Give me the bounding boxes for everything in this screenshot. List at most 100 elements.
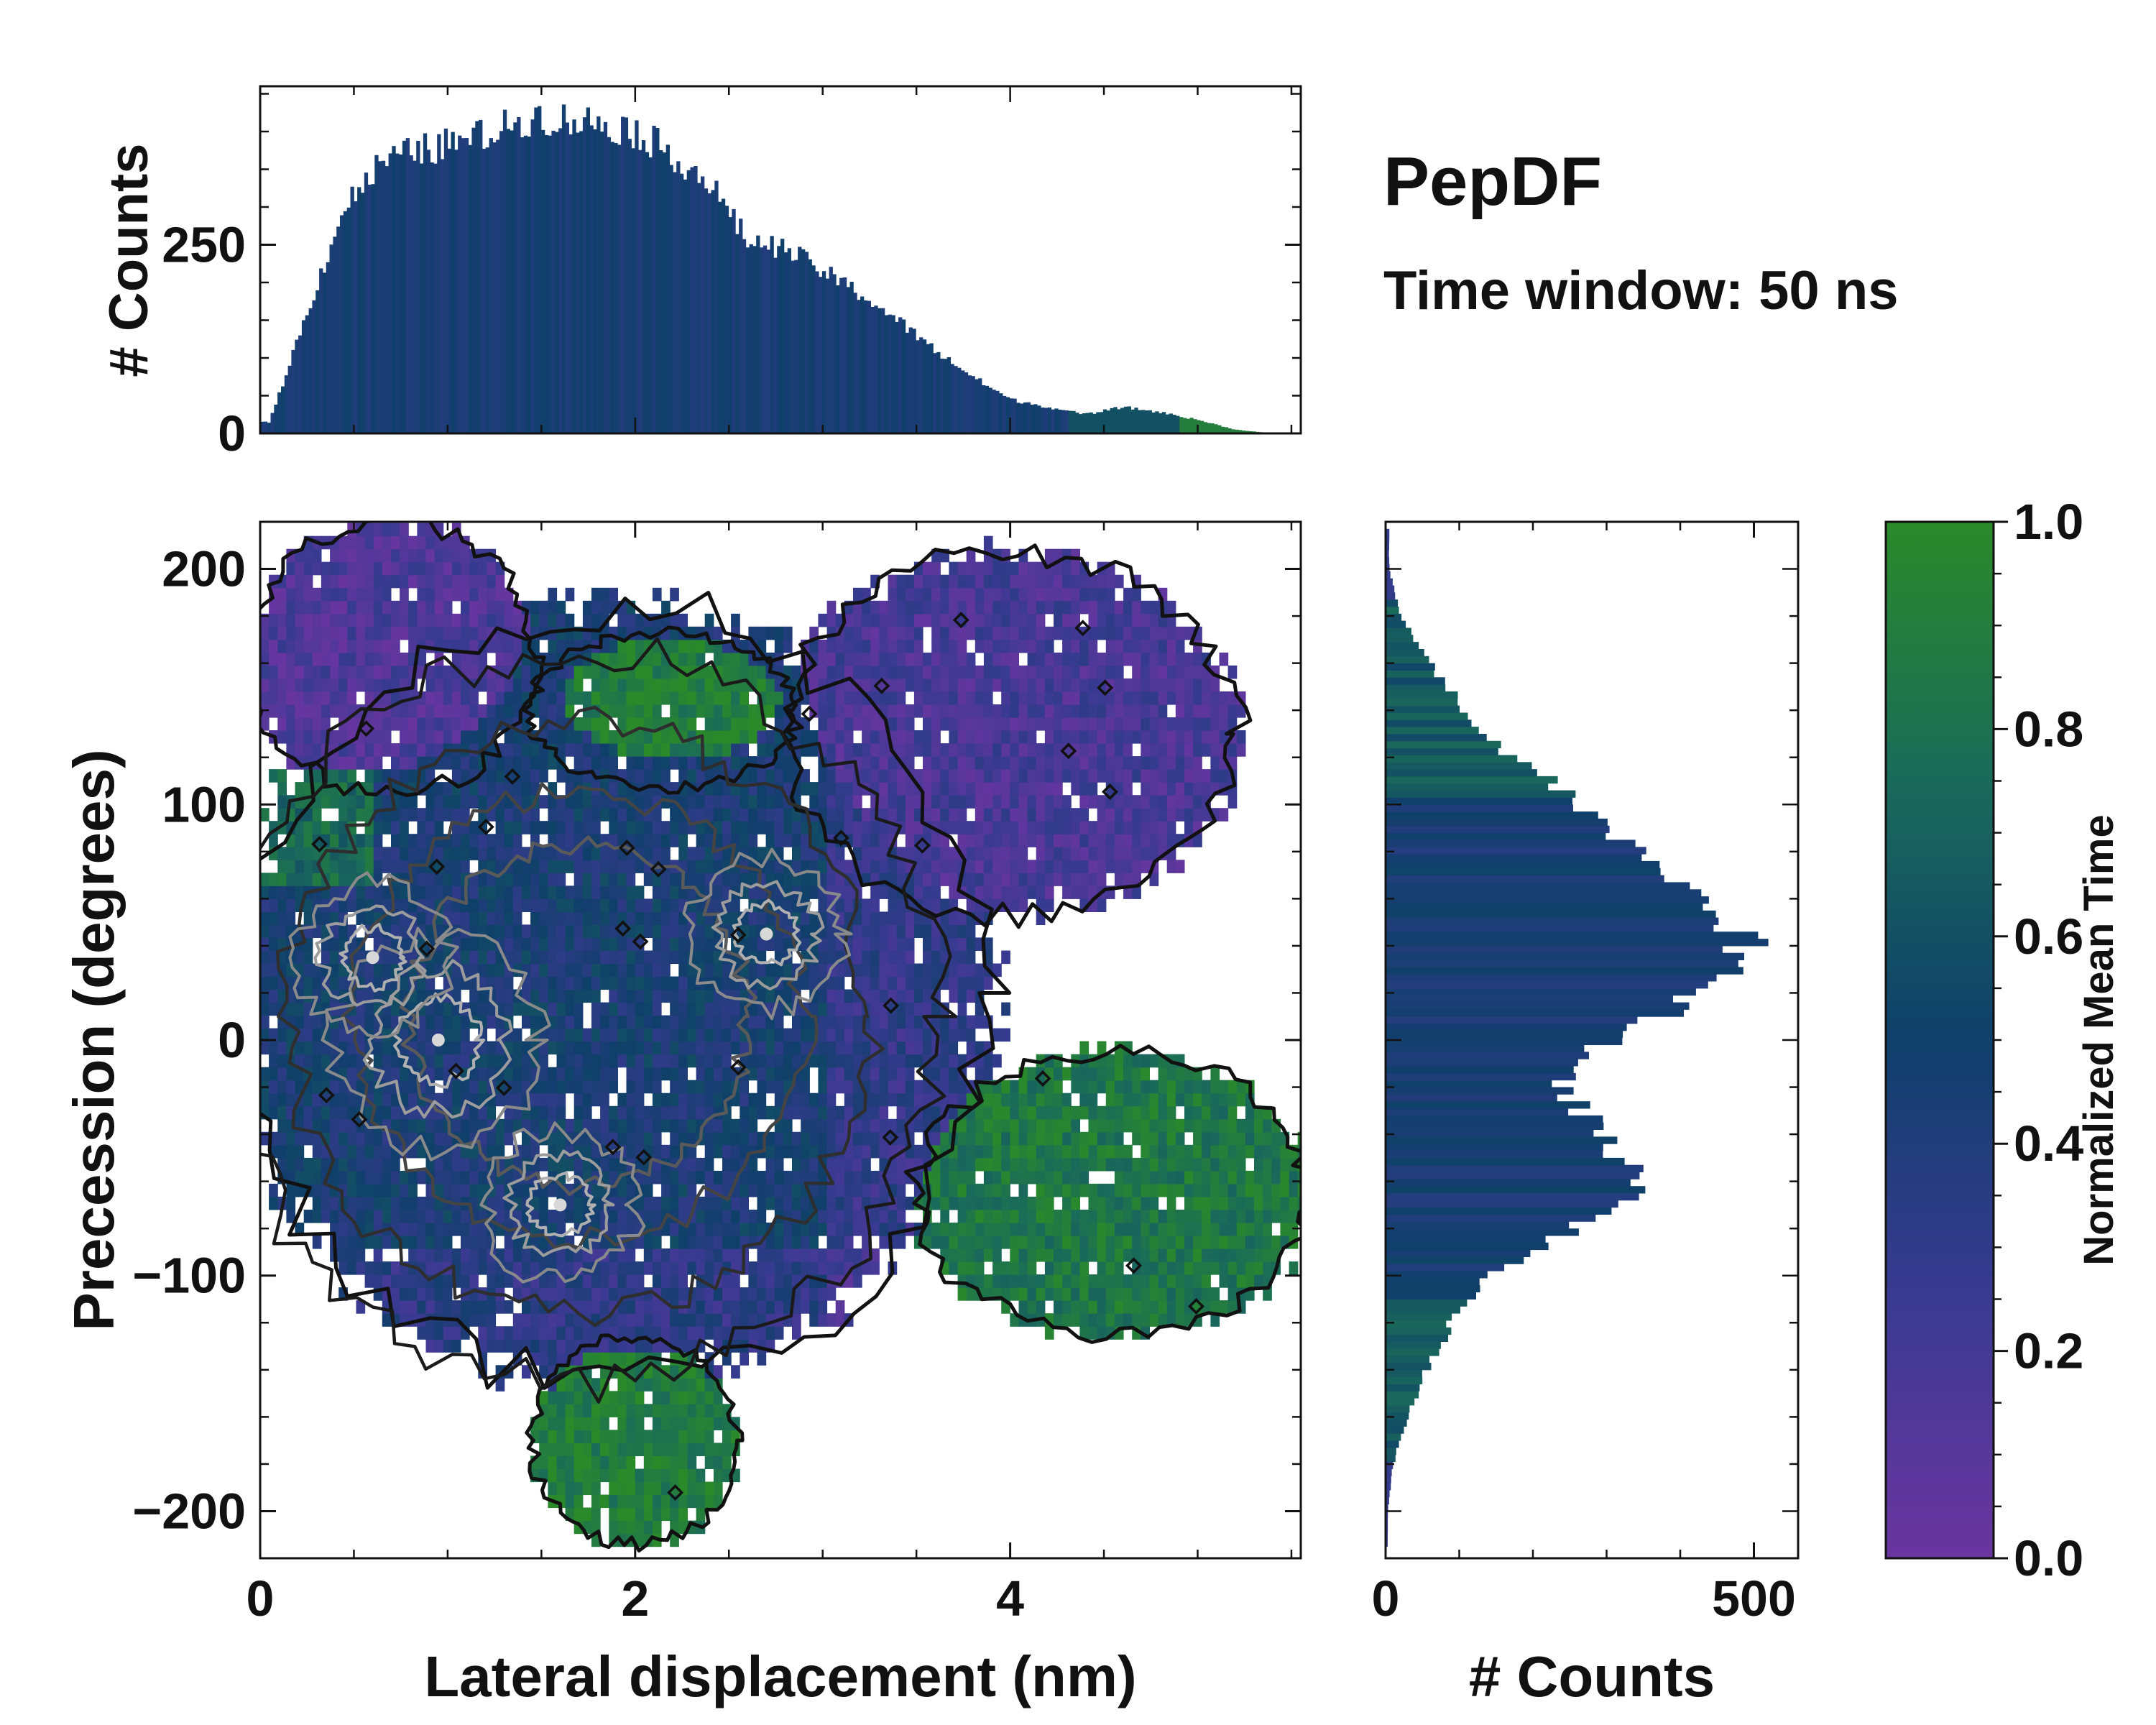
heatmap-cell (609, 1157, 618, 1172)
heatmap-cell (303, 860, 313, 873)
heatmap-cell (853, 1002, 862, 1016)
heatmap-cell (408, 808, 418, 822)
heatmap-cell (573, 1378, 584, 1392)
heatmap-cell (338, 574, 348, 589)
heatmap-cell (835, 1248, 845, 1262)
heatmap-cell (495, 1300, 505, 1314)
heatmap-cell (923, 665, 932, 679)
heatmap-cell (809, 1002, 819, 1016)
heatmap-cell (609, 1028, 618, 1042)
heatmap-cell (765, 1028, 775, 1042)
heatmap-cell (286, 665, 296, 679)
top-hist-bar (891, 315, 895, 433)
heatmap-cell (400, 976, 409, 990)
heatmap-cell (713, 1080, 723, 1094)
heatmap-cell (347, 626, 356, 640)
heatmap-cell (652, 847, 662, 860)
heatmap-cell (957, 691, 967, 705)
heatmap-cell (896, 665, 906, 679)
heatmap-cell (373, 652, 383, 666)
heatmap-cell (844, 821, 854, 834)
heatmap-cell (670, 1468, 679, 1483)
heatmap-cell (748, 1274, 758, 1288)
heatmap-cell (600, 976, 609, 990)
heatmap-cell (338, 548, 348, 563)
heatmap-cell (704, 1080, 714, 1094)
heatmap-cell (356, 1196, 366, 1210)
heatmap-cell (487, 1041, 497, 1055)
heatmap-cell (522, 898, 531, 912)
heatmap-cell (809, 1313, 819, 1327)
heatmap-cell (809, 1105, 819, 1120)
heatmap-cell (451, 873, 461, 886)
heatmap-cell (931, 886, 941, 899)
heatmap-cell (643, 1041, 653, 1055)
heatmap-cell (382, 1105, 392, 1120)
top-hist-bar (538, 106, 542, 433)
heatmap-cell (643, 1468, 653, 1483)
top-hist-bar (291, 349, 295, 433)
heatmap-cell (896, 678, 906, 692)
heatmap-cell (330, 613, 339, 627)
heatmap-cell (722, 1170, 732, 1184)
heatmap-cell (652, 769, 662, 783)
top-hist-bar (443, 128, 448, 433)
top-hist-bar (811, 265, 816, 433)
heatmap-cell (757, 1210, 767, 1223)
heatmap-cell (801, 782, 810, 796)
heatmap-cell (801, 1041, 810, 1055)
heatmap-cell (862, 730, 871, 744)
heatmap-cell (896, 587, 906, 602)
heatmap-cell (652, 1404, 662, 1417)
heatmap-cell (713, 1313, 723, 1327)
heatmap-cell (713, 743, 723, 757)
heatmap-cell (748, 1157, 758, 1172)
heatmap-cell (853, 1118, 862, 1133)
heatmap-cell (556, 1443, 566, 1456)
heatmap-cell (687, 1391, 697, 1404)
heatmap-cell (286, 1183, 296, 1197)
top-hist-bar (804, 252, 809, 433)
heatmap-cell (330, 1028, 339, 1042)
heatmap-cell (740, 808, 749, 822)
heatmap-cell (417, 1118, 427, 1133)
heatmap-cell (347, 600, 356, 615)
heatmap-cell (643, 834, 653, 847)
heatmap-cell (338, 626, 348, 640)
heatmap-cell (600, 1157, 609, 1172)
heatmap-cell (312, 1183, 322, 1197)
heatmap-cell (504, 1300, 514, 1314)
heatmap-cell (356, 1144, 366, 1159)
heatmap-cell (853, 665, 862, 679)
heatmap-cell (844, 1223, 854, 1236)
heatmap-cell (635, 1092, 645, 1107)
heatmap-cell (835, 976, 845, 990)
heatmap-cell (565, 1339, 575, 1353)
heatmap-cell (757, 821, 767, 834)
heatmap-cell (425, 1002, 436, 1016)
heatmap-cell (783, 1118, 793, 1133)
heatmap-cell (408, 639, 418, 653)
top-hist-bar (378, 161, 382, 433)
heatmap-cell (400, 665, 409, 679)
heatmap-cell (565, 1287, 575, 1301)
heatmap-cell (896, 911, 906, 925)
heatmap-cell (740, 1196, 749, 1210)
heatmap-cell (591, 808, 601, 822)
heatmap-cell (260, 639, 270, 653)
heatmap-cell (957, 989, 967, 1003)
heatmap-cell (382, 1054, 392, 1068)
heatmap-cell (556, 1417, 566, 1430)
heatmap-cell (957, 1118, 967, 1133)
heatmap-cell (312, 769, 322, 783)
heatmap-cell (949, 924, 959, 938)
heatmap-cell (905, 574, 915, 589)
heatmap-cell (565, 937, 575, 951)
heatmap-cell (888, 1080, 898, 1094)
heatmap-cell (469, 665, 479, 679)
heatmap-cell (573, 1210, 584, 1223)
heatmap-cell (957, 730, 967, 744)
heatmap-cell (957, 756, 967, 770)
heatmap-cell (312, 1196, 322, 1210)
heatmap-cell (635, 1494, 645, 1509)
